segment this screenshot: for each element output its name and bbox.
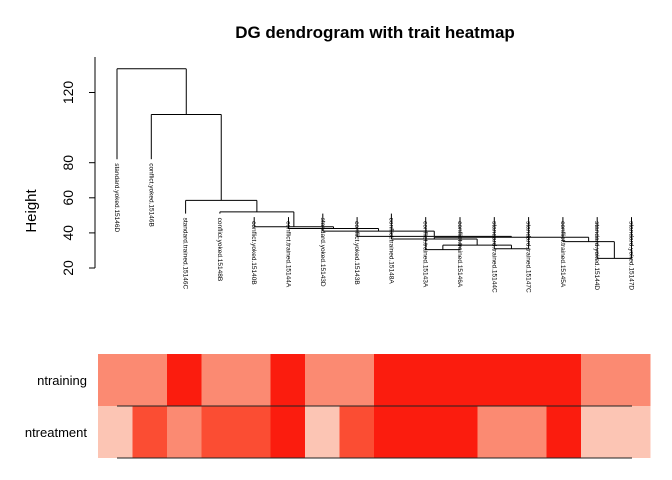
heatmap-cell (98, 354, 133, 406)
heatmap-row-label: ntraining (37, 373, 87, 388)
y-tick-label: 40 (60, 225, 76, 241)
leaf-label: conflict.trained.15144A (285, 221, 292, 288)
y-tick-label: 120 (60, 81, 76, 105)
heatmap-cell (270, 354, 306, 406)
heatmap-cell (546, 354, 582, 406)
heatmap-cell (581, 406, 616, 458)
leaf-label: standard.trained.15146C (182, 218, 189, 290)
leaf-label: standard.yoked.15144D (593, 221, 600, 290)
heatmap-cell (201, 406, 237, 458)
leaf-label: conflict.trained.15143A (422, 221, 429, 288)
heatmap-cell (408, 406, 444, 458)
heatmap-cell (132, 354, 168, 406)
heatmap-cell (236, 354, 271, 406)
trait-heatmap (98, 354, 651, 459)
leaf-label: conflict.yoked.15140B (250, 221, 257, 285)
heatmap-cell (477, 406, 513, 458)
leaf-label: conflict.yoked.15146B (147, 163, 154, 227)
chart-title: DG dendrogram with trait heatmap (235, 23, 515, 42)
leaf-label: conflict.trained.15148A (387, 218, 394, 285)
leaf-label: standard.yoked.15147D (628, 221, 635, 290)
leaf-label: conflict.yoked.15143B (353, 221, 360, 285)
heatmap-cell (546, 406, 582, 458)
heatmap-row-label: ntreatment (25, 425, 88, 440)
heatmap-cell (167, 406, 202, 458)
leaf-labels: standard.yoked.15146D conflict.yoked.1514… (113, 163, 635, 293)
heatmap-cell (236, 406, 271, 458)
leaf-label: conflict.yoked.15148B (216, 218, 223, 282)
heatmap-cell (305, 406, 340, 458)
y-axis-ticks: 20 40 60 80 120 (60, 81, 95, 276)
heatmap-cell (443, 406, 478, 458)
heatmap-cell (374, 406, 409, 458)
heatmap-cell (615, 406, 651, 458)
heatmap-cell (305, 354, 340, 406)
heatmap-cell (477, 354, 513, 406)
heatmap-cell (167, 354, 202, 406)
heatmap-cell (512, 406, 547, 458)
y-tick-label: 80 (60, 155, 76, 171)
heatmap-cell (615, 354, 651, 406)
heatmap-cell (339, 354, 375, 406)
leaf-label: conflict.trained.15146A (456, 221, 463, 288)
heatmap-cell (201, 354, 237, 406)
heatmap-cell (581, 354, 616, 406)
heatmap-cell (512, 354, 547, 406)
leaf-label: standard.trained.15144C (490, 221, 497, 293)
heatmap-cell (443, 354, 478, 406)
leaf-label: standard.yoked.15146D (113, 163, 120, 232)
heatmap-cell (98, 406, 133, 458)
y-tick-label: 60 (60, 190, 76, 206)
y-tick-label: 20 (60, 260, 76, 276)
heatmap-cell (132, 406, 168, 458)
heatmap-cell (339, 406, 375, 458)
heatmap-cell (270, 406, 306, 458)
heatmap-row-labels: ntraining ntreatment (25, 373, 88, 440)
leaf-label: standard.trained.15147C (525, 221, 532, 293)
leaf-label: conflict.trained.15145A (559, 221, 566, 288)
y-axis-label: Height (23, 188, 40, 232)
heatmap-cell (408, 354, 444, 406)
leaf-label: standard.yoked.15143D (319, 218, 326, 287)
heatmap-cell (374, 354, 409, 406)
dendrogram-tree (116, 68, 632, 259)
